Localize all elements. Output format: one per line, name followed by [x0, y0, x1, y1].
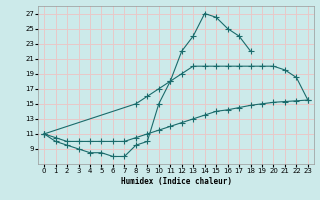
X-axis label: Humidex (Indice chaleur): Humidex (Indice chaleur) — [121, 177, 231, 186]
